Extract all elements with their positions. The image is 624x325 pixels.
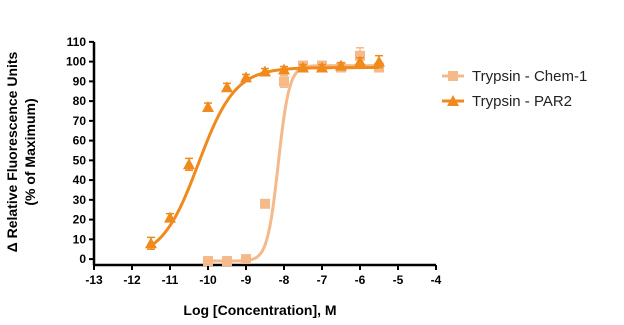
- y-tick-label: 50: [73, 153, 87, 167]
- series-layer: [145, 47, 385, 267]
- x-tick-label: -8: [279, 273, 290, 287]
- y-tick-label: 70: [73, 114, 87, 128]
- data-point-par2: [240, 71, 252, 83]
- data-point-chem1: [203, 256, 213, 267]
- data-point-chem1: [222, 256, 232, 267]
- data-point-chem1: [241, 254, 251, 265]
- data-point-chem1: [260, 198, 270, 209]
- legend-entry-par2: Trypsin - PAR2: [442, 93, 572, 110]
- x-tick-label: -12: [123, 273, 141, 287]
- legend-marker-chem1: [448, 71, 458, 81]
- x-tick-label: -6: [355, 273, 366, 287]
- data-point-par2: [354, 55, 366, 67]
- legend-entry-chem1: Trypsin - Chem-1: [442, 68, 587, 85]
- y-tick-label: 10: [73, 232, 87, 246]
- x-axis-title: Log [Concentration], M: [183, 302, 336, 318]
- y-axis-title-line1: Δ Relative Fluorescence Units: [4, 51, 20, 252]
- x-tick-label: -5: [393, 273, 404, 287]
- axes: [92, 41, 436, 267]
- legend-label-par2: Trypsin - PAR2: [472, 93, 572, 110]
- fit-curve-chem1: [208, 64, 379, 263]
- data-point-par2: [164, 211, 176, 223]
- y-tick-label: 80: [73, 94, 87, 108]
- y-tick-label: 60: [73, 134, 87, 148]
- x-tick-label: -13: [85, 273, 103, 287]
- fit-curve-par2: [150, 66, 379, 247]
- y-tick-label: 40: [73, 173, 87, 187]
- x-tick-label: -11: [162, 273, 179, 287]
- data-point-par2: [183, 158, 195, 170]
- data-point-par2: [145, 237, 157, 249]
- x-tick-label: -10: [199, 273, 217, 287]
- y-tick-label: 30: [73, 193, 87, 207]
- legend-marker-par2: [447, 95, 459, 106]
- x-tick-label: -4: [431, 273, 442, 287]
- data-point-chem1: [279, 76, 289, 87]
- x-tick-label: -7: [317, 273, 328, 287]
- legend: Trypsin - Chem-1 Trypsin - PAR2: [442, 68, 587, 110]
- y-axis-title-line2: (% of Maximum): [22, 98, 38, 205]
- data-point-par2: [202, 101, 214, 113]
- y-tick-label: 90: [73, 74, 87, 88]
- y-tick-label: 100: [66, 55, 86, 69]
- data-point-par2: [373, 55, 385, 67]
- legend-label-chem1: Trypsin - Chem-1: [472, 68, 587, 85]
- data-point-par2: [335, 59, 347, 71]
- data-point-par2: [278, 63, 290, 75]
- data-point-par2: [259, 65, 271, 77]
- y-tick-label: 0: [79, 252, 86, 266]
- data-point-par2: [221, 81, 233, 93]
- x-tick-label: -9: [241, 273, 252, 287]
- y-tick-label: 20: [73, 213, 87, 227]
- ticks: 0 10 20 30 40 50 60 70 80 90 100 110 -13 -12 -11 -10 -9 -…: [66, 35, 442, 287]
- y-tick-label: 110: [67, 35, 87, 49]
- data-point-par2: [316, 61, 328, 73]
- data-point-par2: [297, 61, 309, 73]
